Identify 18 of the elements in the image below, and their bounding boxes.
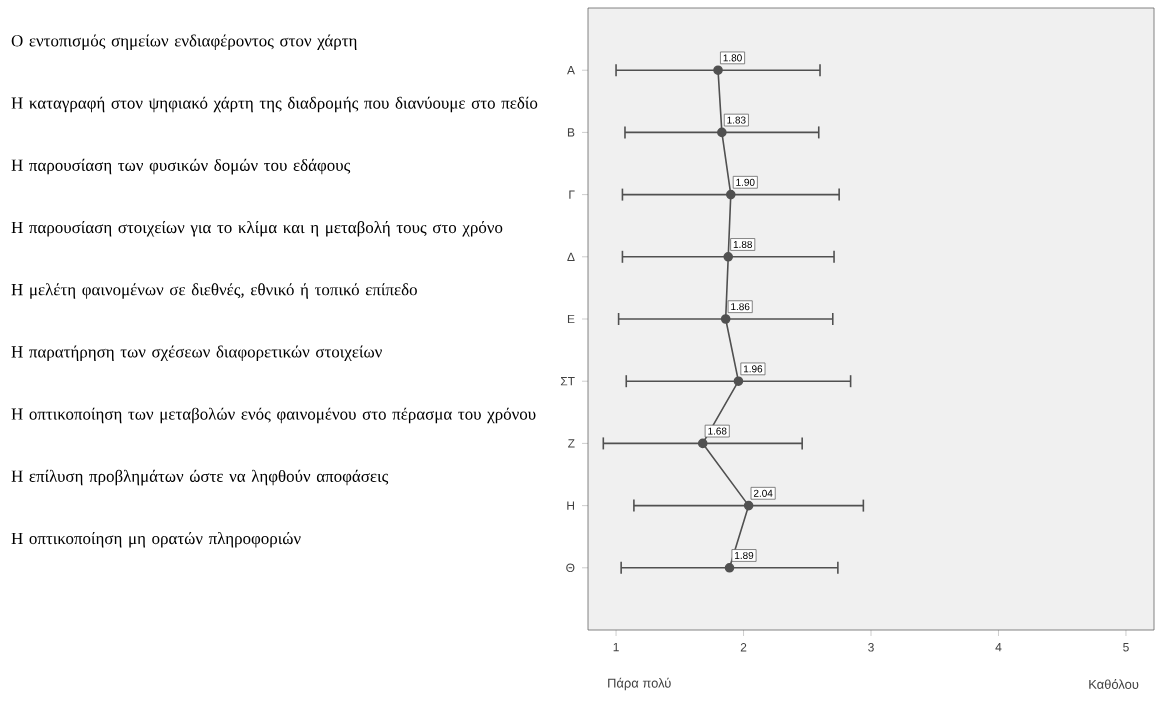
point (733, 376, 744, 386)
text: Η επίλυση προβλημάτων ώστε να ληφθούν αποφάσεις (11, 469, 389, 486)
point (697, 438, 708, 449)
text: Ο εντοπισμός σημείων ενδιαφέροντος στον χάρτη (11, 34, 357, 50)
point (713, 65, 723, 75)
text: Η παρατήρηση των σχέσεων διαφορετικών στοιχείων (11, 345, 382, 361)
text: Η οπτικοποίηση μη ορατών πληροφοριών (11, 532, 301, 548)
text: Η παρουσίαση στοιχείων για το κλίμα και η μεταβολή τους στο χρόνο (11, 221, 503, 237)
point (720, 314, 731, 324)
point (723, 252, 734, 262)
point (743, 500, 754, 511)
text: Η καταγραφή στον ψηφιακό χάρτη της διαδρομής που διανύουμε στο πεδίο (11, 96, 538, 113)
text: Η παρουσίαση των φυσικών δομών του εδάφους (11, 158, 351, 175)
point (725, 189, 736, 200)
point (717, 127, 727, 138)
text: Η οπτικοποίηση των μεταβολών ενός φαινομένου στο πέρασμα του χρόνου (11, 407, 536, 424)
text: Η μελέτη φαινομένων σε διεθνές, εθνικό ή τοπικό επίπεδο (11, 283, 417, 299)
point (724, 563, 735, 573)
